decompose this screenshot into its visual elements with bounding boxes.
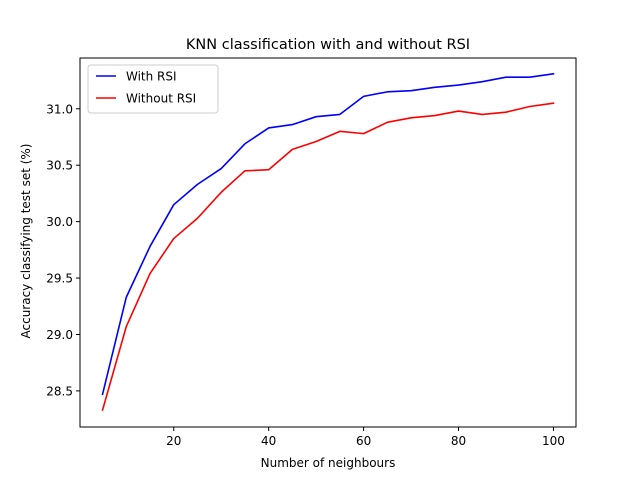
y-tick-label: 31.0 [46,102,73,116]
y-tick-label: 30.5 [46,159,73,173]
y-axis-label: Accuracy classifying test set (%) [19,144,33,339]
x-tick-label: 60 [356,434,371,448]
series-line-without-rsi [101,102,555,412]
plot-frame [79,57,577,428]
series-layer [101,72,555,412]
x-tick-label: 40 [261,434,276,448]
series-line-with-rsi [101,72,555,396]
x-tick-label: 20 [166,434,181,448]
legend-label-without-rsi: Without RSI [126,92,196,106]
chart-title: KNN classification with and without RSI [186,37,470,53]
x-axis-label: Number of neighbours [261,456,396,470]
y-tick-label: 29.0 [46,328,73,342]
y-tick-label: 29.5 [46,272,73,286]
x-tick-label: 80 [451,434,466,448]
legend-label-with-rsi: With RSI [126,70,177,84]
plot-area [79,57,577,428]
x-axis: 20 40 60 80 100 [166,427,565,448]
y-axis: 28.5 29.0 29.5 30.0 30.5 31.0 [46,102,80,398]
y-tick-label: 30.0 [46,215,73,229]
y-tick-label: 28.5 [46,384,73,398]
legend: With RSI Without RSI [87,64,219,114]
legend-box [87,64,219,114]
x-tick-label: 100 [542,434,565,448]
